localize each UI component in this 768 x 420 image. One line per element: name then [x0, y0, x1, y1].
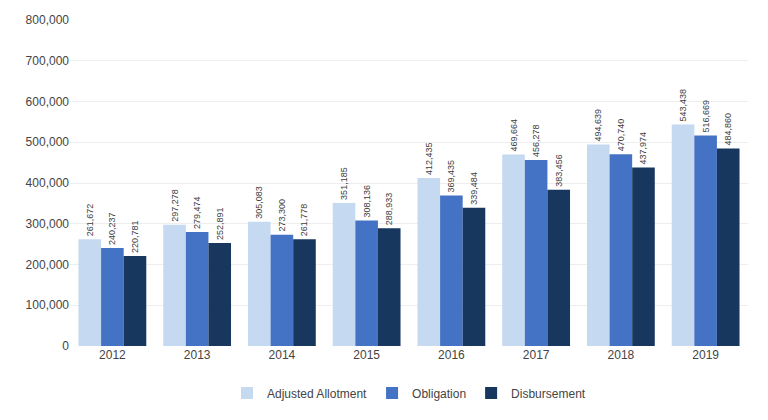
svg-text:494,639: 494,639 — [593, 109, 603, 142]
svg-text:2017: 2017 — [523, 348, 550, 362]
svg-text:369,435: 369,435 — [446, 160, 456, 193]
svg-text:700,000: 700,000 — [26, 54, 70, 68]
svg-text:383,456: 383,456 — [554, 154, 564, 187]
svg-text:Adjusted Allotment: Adjusted Allotment — [267, 387, 367, 401]
svg-text:437,974: 437,974 — [638, 132, 648, 165]
svg-text:2012: 2012 — [99, 348, 126, 362]
svg-text:220,781: 220,781 — [130, 220, 140, 253]
svg-text:484,860: 484,860 — [723, 113, 733, 146]
svg-text:279,474: 279,474 — [192, 197, 202, 230]
svg-text:2018: 2018 — [608, 348, 635, 362]
svg-text:800,000: 800,000 — [26, 13, 70, 27]
svg-text:288,933: 288,933 — [384, 193, 394, 226]
svg-text:273,300: 273,300 — [277, 199, 287, 232]
svg-text:469,664: 469,664 — [509, 119, 519, 152]
svg-text:2019: 2019 — [692, 348, 719, 362]
svg-text:600,000: 600,000 — [26, 95, 70, 109]
svg-text:456,278: 456,278 — [531, 125, 541, 158]
svg-text:412,435: 412,435 — [424, 142, 434, 175]
svg-text:300,000: 300,000 — [26, 217, 70, 231]
svg-text:200,000: 200,000 — [26, 258, 70, 272]
svg-text:400,000: 400,000 — [26, 176, 70, 190]
svg-text:2015: 2015 — [353, 348, 380, 362]
svg-text:470,740: 470,740 — [616, 119, 626, 152]
svg-text:543,438: 543,438 — [678, 89, 688, 122]
svg-text:308,136: 308,136 — [362, 185, 372, 218]
svg-text:339,484: 339,484 — [469, 172, 479, 205]
svg-text:261,672: 261,672 — [85, 204, 95, 237]
svg-text:500,000: 500,000 — [26, 135, 70, 149]
svg-text:2014: 2014 — [269, 348, 296, 362]
svg-text:0: 0 — [62, 339, 69, 353]
svg-text:Disbursement: Disbursement — [511, 387, 586, 401]
svg-text:Obligation: Obligation — [412, 387, 466, 401]
svg-text:261,778: 261,778 — [299, 204, 309, 237]
svg-text:240,237: 240,237 — [107, 213, 117, 246]
svg-text:305,083: 305,083 — [254, 186, 264, 219]
svg-text:351,185: 351,185 — [339, 167, 349, 200]
svg-text:100,000: 100,000 — [26, 298, 70, 312]
svg-text:2016: 2016 — [438, 348, 465, 362]
svg-text:2013: 2013 — [184, 348, 211, 362]
svg-text:252,891: 252,891 — [215, 207, 225, 240]
svg-text:297,278: 297,278 — [170, 189, 180, 222]
svg-text:516,669: 516,669 — [701, 100, 711, 133]
